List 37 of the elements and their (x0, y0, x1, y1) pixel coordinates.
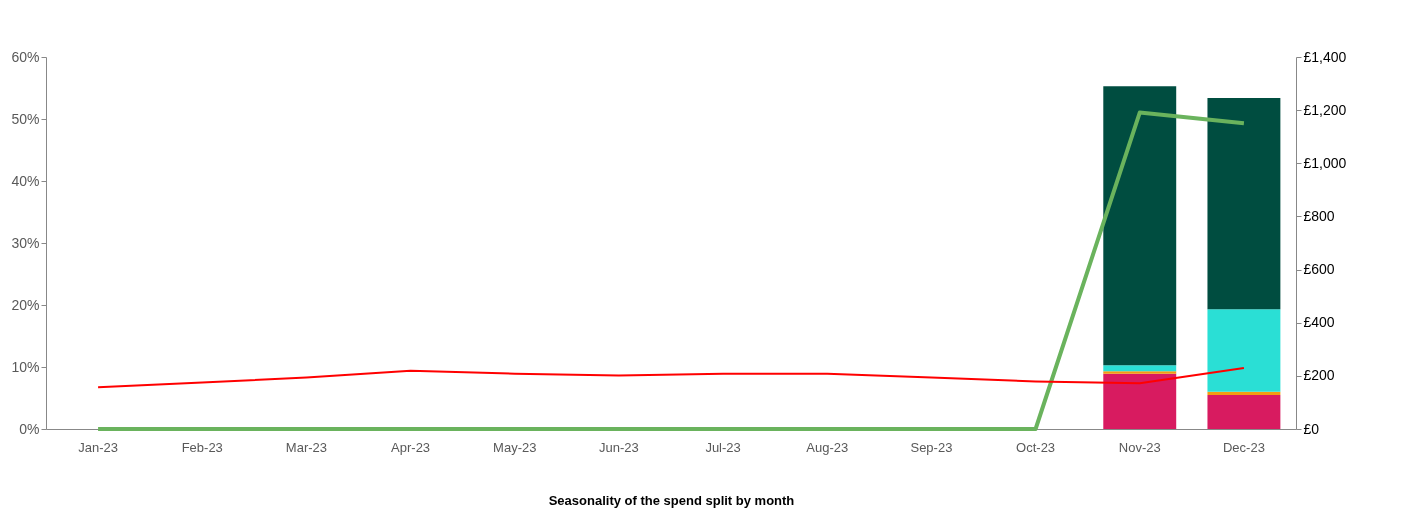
y-tick-label: 0% (19, 420, 40, 437)
bar (1207, 97, 1281, 310)
y2-tick-label: £800 (1303, 207, 1335, 224)
x-tick-label: Jan-23 (78, 439, 118, 455)
y2-tick-label: £1,400 (1303, 48, 1347, 65)
y-tick-label: 30% (11, 234, 40, 251)
x-tick-label: Feb-23 (181, 439, 223, 455)
x-tick-label: Apr-23 (391, 439, 431, 455)
y-tick-label: 20% (11, 296, 40, 313)
x-tick-label: Jun-23 (599, 439, 639, 455)
x-tick-label: Mar-23 (285, 439, 328, 455)
y2-tick-label: £0 (1303, 420, 1320, 437)
x-tick-label: Nov-23 (1118, 439, 1161, 455)
bar (1207, 394, 1281, 429)
y-tick-label: 10% (11, 358, 40, 375)
y2-tick-label: £400 (1303, 314, 1335, 331)
line-series (97, 366, 1245, 389)
bar (1103, 365, 1177, 372)
bar (1207, 309, 1281, 392)
bar (1103, 86, 1177, 366)
x-tick-label: Jul-23 (705, 439, 741, 455)
x-tick-label: May-23 (493, 439, 537, 455)
y-tick-label: 50% (11, 110, 40, 127)
x-tick-label: Aug-23 (806, 439, 849, 455)
bar (1103, 373, 1177, 429)
x-tick-label: Oct-23 (1016, 439, 1056, 455)
y-tick-label: 60% (11, 48, 40, 65)
x-tick-label: Dec-23 (1222, 439, 1265, 455)
x-tick-label: Sep-23 (910, 439, 953, 455)
y2-tick-label: £1,000 (1303, 154, 1347, 171)
y2-tick-label: £600 (1303, 261, 1335, 278)
y2-tick-label: £1,200 (1303, 101, 1347, 118)
y-tick-label: 40% (11, 172, 40, 189)
bar (1103, 371, 1177, 374)
y2-tick-label: £200 (1303, 367, 1335, 384)
x-axis-title: Seasonality of the spend split by month (548, 492, 795, 508)
bar (1207, 391, 1281, 395)
